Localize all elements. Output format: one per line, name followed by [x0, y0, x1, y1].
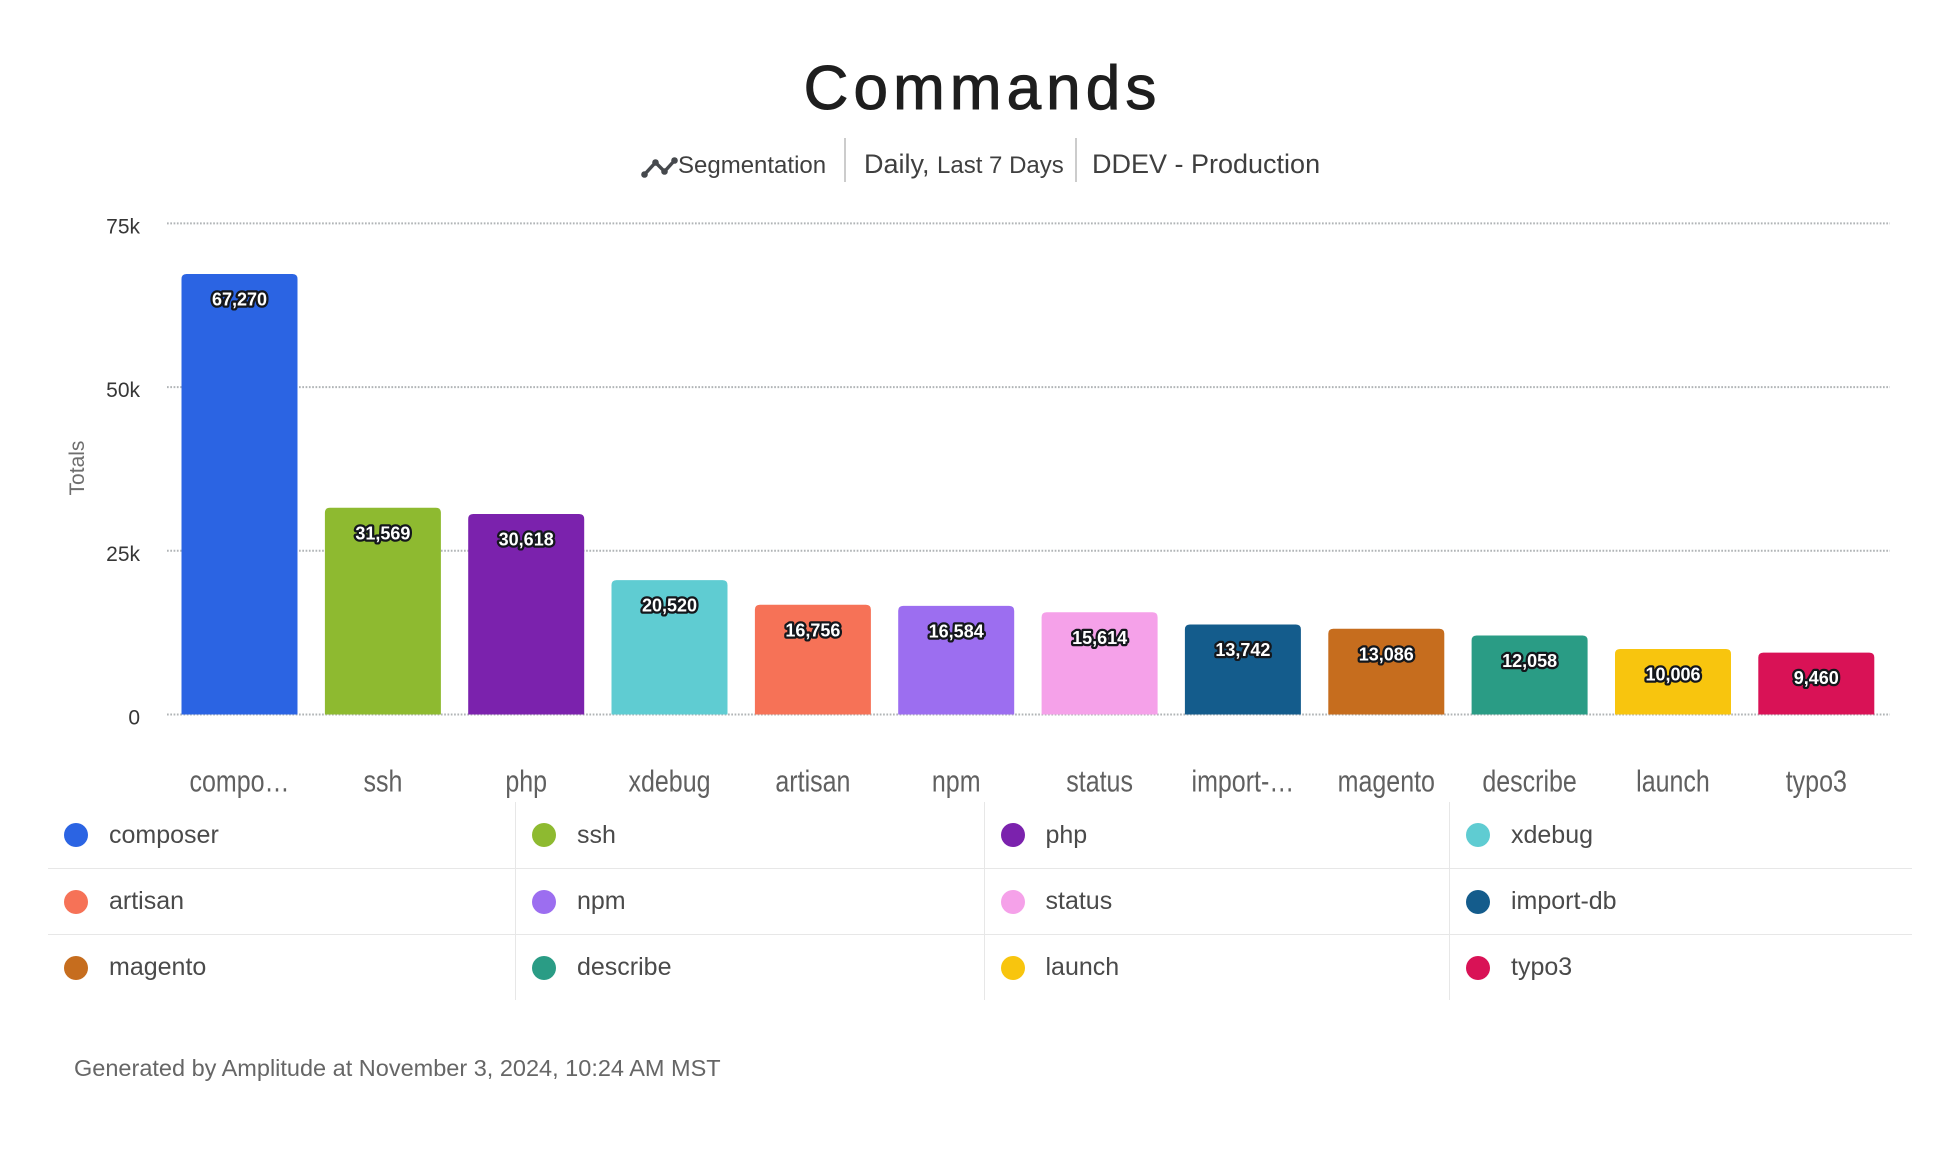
- svg-text:9,460: 9,460: [1794, 668, 1839, 688]
- svg-text:compo…: compo…: [189, 764, 289, 798]
- svg-text:typo3: typo3: [1786, 764, 1847, 798]
- svg-text:75k: 75k: [106, 215, 140, 238]
- svg-text:php: php: [505, 764, 547, 798]
- svg-text:status: status: [1066, 764, 1133, 798]
- svg-text:13,742: 13,742: [1215, 640, 1270, 660]
- svg-text:16,584: 16,584: [929, 621, 984, 641]
- svg-text:10,006: 10,006: [1645, 665, 1700, 685]
- svg-text:31,569: 31,569: [355, 523, 410, 543]
- svg-text:12,058: 12,058: [1502, 651, 1557, 671]
- svg-text:50k: 50k: [106, 379, 140, 402]
- svg-text:15,614: 15,614: [1072, 628, 1127, 648]
- svg-text:20,520: 20,520: [642, 596, 697, 616]
- svg-text:13,086: 13,086: [1359, 644, 1414, 664]
- svg-text:25k: 25k: [106, 543, 140, 566]
- svg-text:launch: launch: [1636, 764, 1710, 798]
- svg-text:describe: describe: [1482, 764, 1576, 798]
- svg-text:Totals: Totals: [66, 441, 89, 496]
- svg-text:16,756: 16,756: [785, 620, 840, 640]
- svg-text:artisan: artisan: [775, 764, 850, 798]
- svg-text:import-…: import-…: [1192, 764, 1295, 798]
- svg-text:0: 0: [128, 707, 140, 730]
- svg-text:67,270: 67,270: [212, 290, 267, 310]
- svg-text:ssh: ssh: [363, 764, 402, 798]
- svg-text:xdebug: xdebug: [629, 764, 711, 798]
- svg-text:magento: magento: [1338, 764, 1435, 798]
- svg-text:30,618: 30,618: [499, 530, 554, 550]
- svg-text:npm: npm: [932, 764, 981, 798]
